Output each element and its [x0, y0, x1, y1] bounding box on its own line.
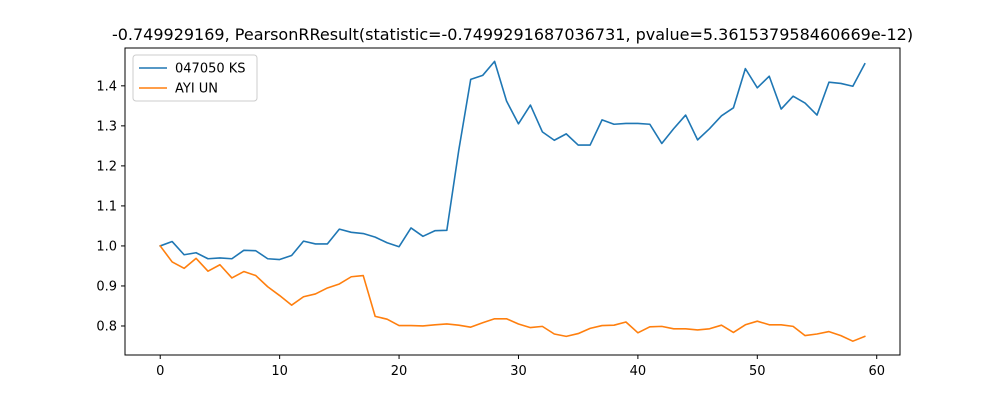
- legend-box: [132, 54, 258, 102]
- plot-area: [159, 60, 866, 342]
- y-tick-label: 0.8: [96, 319, 117, 334]
- y-tick-label: 1.1: [96, 199, 117, 214]
- x-tick-label: 40: [630, 364, 647, 379]
- series-line-1: [159, 244, 866, 342]
- y-tick-label: 1.3: [96, 119, 117, 134]
- legend: 047050 KS AYI UN: [132, 54, 258, 102]
- y-tick-label: 0.9: [96, 279, 117, 294]
- x-tick-label: 30: [510, 364, 527, 379]
- x-tick-label: 20: [391, 364, 408, 379]
- chart-title: -0.749929169, PearsonRResult(statistic=-…: [112, 25, 913, 44]
- y-tick-label: 1.0: [96, 239, 117, 254]
- series-line-0: [159, 60, 866, 261]
- legend-label-0: 047050 KS: [175, 62, 246, 77]
- axes: 0 10 20 30 40 50 60 0.8 0.9 1.0 1.1 1.2 1.3 1.4: [96, 47, 901, 379]
- legend-label-1: AYI UN: [175, 82, 218, 97]
- y-tick-label: 1.2: [96, 159, 117, 174]
- axes-frame: [124, 47, 901, 356]
- y-tick-label: 1.4: [96, 79, 117, 94]
- x-tick-label: 60: [868, 364, 885, 379]
- x-tick-label: 10: [271, 364, 288, 379]
- x-tick-label: 50: [749, 364, 766, 379]
- x-tick-label: 0: [156, 364, 164, 379]
